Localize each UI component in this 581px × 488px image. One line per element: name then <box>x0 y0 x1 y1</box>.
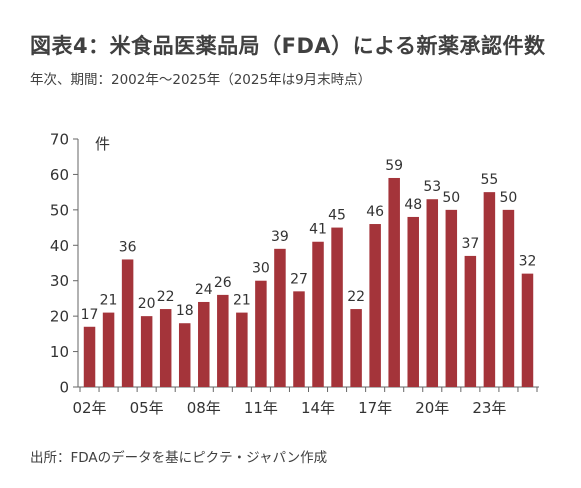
bar <box>274 248 286 387</box>
bar-value-label: 22 <box>347 289 365 305</box>
chart-title: 図表4：米食品医薬品局（FDA）による新薬承認件数 <box>30 34 546 58</box>
bar <box>178 323 191 387</box>
x-tick-label: 23年 <box>472 399 506 417</box>
bar <box>369 224 381 387</box>
bar-value-label: 30 <box>252 261 270 277</box>
y-tick-label: 50 <box>50 201 69 219</box>
bar <box>331 227 343 387</box>
bar-value-label: 17 <box>81 307 99 323</box>
bar-value-label: 27 <box>290 271 308 287</box>
y-unit-label: 件 <box>95 135 110 153</box>
x-tick-label: 08年 <box>187 399 221 417</box>
bar-value-label: 32 <box>519 254 537 270</box>
bar-value-label: 36 <box>119 239 137 255</box>
bar <box>140 316 153 387</box>
bar-value-label: 45 <box>328 208 346 224</box>
bar-value-label: 37 <box>461 236 479 252</box>
bar <box>407 216 419 387</box>
bar-value-label: 53 <box>423 179 441 195</box>
bar-value-label: 20 <box>138 296 156 312</box>
x-tick-label: 17年 <box>358 399 392 417</box>
x-tick-label: 02年 <box>72 399 106 417</box>
bar <box>198 301 210 387</box>
bar-value-label: 24 <box>195 282 213 298</box>
x-tick-label: 11年 <box>244 399 278 417</box>
bar-value-label: 22 <box>157 289 175 305</box>
y-tick-label: 0 <box>59 379 69 397</box>
bar-value-label: 50 <box>500 190 518 206</box>
y-tick-label: 60 <box>50 166 69 184</box>
bar <box>502 209 515 387</box>
y-axis: 0 10 20 30 40 50 60 70 <box>50 131 79 397</box>
bar-value-label: 18 <box>176 303 194 319</box>
bar <box>159 309 172 387</box>
bar <box>464 255 477 387</box>
bar <box>236 312 248 387</box>
y-tick-label: 30 <box>50 272 69 290</box>
bar-value-label: 21 <box>100 293 118 309</box>
bar <box>121 259 134 387</box>
bar-value-label: 26 <box>214 275 232 291</box>
bar-value-label: 48 <box>404 197 422 213</box>
bar <box>255 280 267 387</box>
bar <box>483 192 496 387</box>
x-axis: 02年 05年 08年 11年 14年 17年 20年 23年 <box>72 386 539 417</box>
x-tick-label: 05年 <box>130 399 164 417</box>
x-tick-label: 14年 <box>301 399 335 417</box>
y-tick-label: 10 <box>50 343 69 361</box>
y-tick-label: 70 <box>50 131 69 149</box>
bar-value-label: 21 <box>233 293 251 309</box>
bar <box>217 294 229 387</box>
bar-value-label: 50 <box>442 190 460 206</box>
bar-value-label: 59 <box>385 158 403 174</box>
bar-value-label: 55 <box>480 172 498 188</box>
bars <box>83 177 534 387</box>
bar <box>293 291 305 387</box>
bar-value-label: 41 <box>309 222 327 238</box>
bar <box>102 312 115 387</box>
bar-chart: 0 10 20 30 40 50 60 70 02年 05年 08年 11年 14年 17年 20年 23年… <box>50 131 539 417</box>
bar <box>350 309 362 387</box>
bar <box>521 273 534 387</box>
y-tick-label: 20 <box>50 308 69 326</box>
bar-value-label: 46 <box>366 204 384 220</box>
bar-value-label: 39 <box>271 229 289 245</box>
source-note: 出所：FDAのデータを基にピクテ・ジャパン作成 <box>30 450 328 466</box>
chart-subtitle: 年次、期間：2002年～2025年（2025年は9月末時点） <box>30 72 372 88</box>
bar <box>426 199 439 387</box>
y-tick-label: 40 <box>50 237 69 255</box>
bar <box>388 177 400 387</box>
bar <box>83 326 96 387</box>
bar <box>445 209 458 387</box>
x-tick-label: 20年 <box>415 399 449 417</box>
bar <box>312 241 324 387</box>
